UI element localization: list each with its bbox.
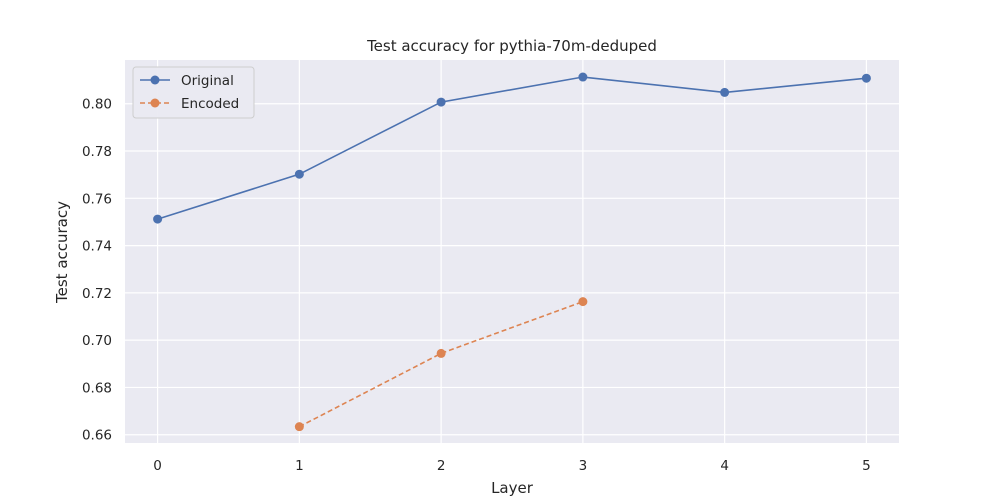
- y-tick-label: 0.68: [82, 380, 112, 396]
- y-tick-label: 0.66: [82, 428, 112, 444]
- y-tick-label: 0.70: [82, 333, 112, 349]
- y-tick-label: 0.72: [82, 286, 112, 302]
- data-point-original: [578, 72, 588, 82]
- data-point-original: [436, 97, 446, 107]
- y-tick-label: 0.76: [82, 191, 112, 207]
- y-tick-label: 0.78: [82, 144, 112, 160]
- chart-title: Test accuracy for pythia-70m-deduped: [366, 37, 657, 55]
- x-tick-label: 2: [437, 458, 446, 474]
- grid-lines: [125, 60, 899, 443]
- data-point-original: [294, 169, 304, 179]
- x-tick-label: 4: [720, 458, 729, 474]
- series-line-original: [157, 76, 867, 220]
- x-axis: 0 1 2 3 4 5: [153, 458, 870, 474]
- x-axis-label: Layer: [491, 479, 534, 497]
- x-tick-label: 5: [862, 458, 871, 474]
- data-point-encoded: [294, 422, 304, 432]
- series-encoded: [294, 297, 588, 432]
- data-point-original: [153, 214, 163, 224]
- y-tick-label: 0.74: [82, 239, 112, 255]
- legend: Original Encoded: [132, 66, 255, 119]
- plot-background: [125, 60, 899, 443]
- legend-original-label: Original: [181, 73, 234, 89]
- legend-encoded-label: Encoded: [181, 96, 239, 112]
- series-layer: [153, 72, 871, 432]
- data-point-encoded: [578, 297, 588, 307]
- series-line-encoded: [298, 300, 584, 428]
- series-original: [153, 72, 871, 224]
- y-axis: 0.66 0.68 0.70 0.72 0.74 0.76 0.78 0.80: [82, 97, 112, 444]
- legend-encoded-marker: [150, 98, 160, 108]
- x-tick-label: 0: [153, 458, 162, 474]
- data-point-original: [720, 87, 730, 97]
- data-point-encoded: [436, 348, 446, 358]
- x-tick-label: 1: [295, 458, 304, 474]
- legend-original-marker: [150, 75, 160, 85]
- y-axis-label: Test accuracy: [53, 201, 71, 304]
- y-tick-label: 0.80: [82, 97, 112, 113]
- data-point-original: [861, 73, 871, 83]
- x-tick-label: 3: [579, 458, 588, 474]
